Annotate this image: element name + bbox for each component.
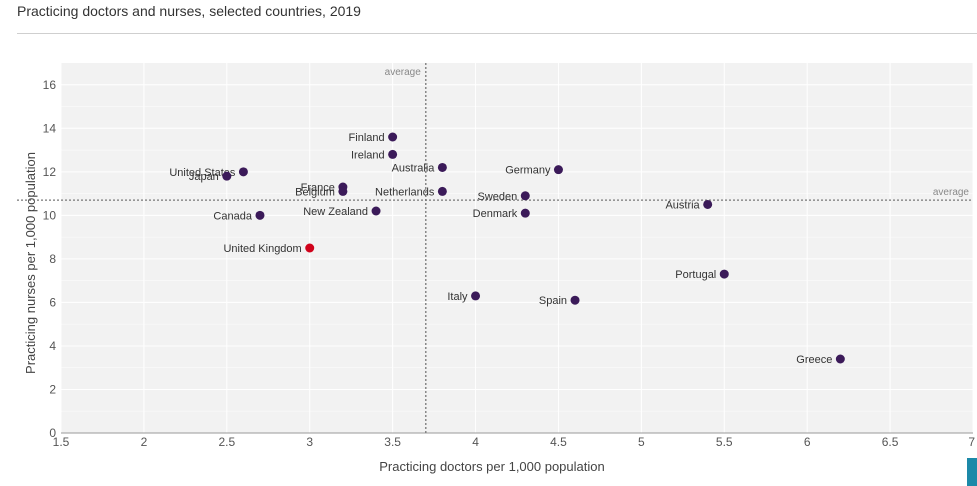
y-tick-label: 0: [49, 426, 56, 440]
point-label: Portugal: [675, 269, 716, 281]
x-tick-label: 6: [804, 435, 811, 449]
y-tick-label: 8: [49, 252, 56, 266]
point-label: Ireland: [351, 149, 385, 161]
point-label: Spain: [539, 295, 567, 307]
point-label: Belgium: [295, 186, 335, 198]
point-label: Netherlands: [375, 186, 435, 198]
point-label: Australia: [392, 162, 436, 174]
point-label: New Zealand: [303, 206, 368, 218]
point-label: Austria: [665, 199, 700, 211]
y-tick-label: 6: [49, 295, 56, 309]
data-point: [388, 132, 398, 142]
data-point: [222, 171, 232, 181]
x-tick-label: 3.5: [384, 435, 401, 449]
point-label: France: [301, 182, 335, 194]
data-point: [835, 354, 845, 364]
point-label: Germany: [505, 165, 551, 177]
data-point: [553, 165, 563, 175]
data-point: [570, 295, 580, 305]
chart-title: Practicing doctors and nurses, selected …: [17, 3, 361, 19]
x-tick-label: 6.5: [882, 435, 899, 449]
point-label: Japan: [189, 171, 219, 183]
title-divider: [17, 33, 977, 34]
x-tick-label: 4: [472, 435, 479, 449]
x-tick-label: 2.5: [218, 435, 235, 449]
data-point: [437, 186, 447, 196]
data-point: [437, 162, 447, 172]
x-axis-label: Practicing doctors per 1,000 population: [379, 459, 604, 474]
plot-area: [61, 63, 973, 433]
y-tick-label: 14: [43, 121, 57, 135]
y-axis-label: Practicing nurses per 1,000 population: [23, 152, 38, 374]
y-tick-label: 10: [43, 208, 57, 222]
point-label: United States: [169, 167, 236, 179]
point-label: Canada: [213, 210, 252, 222]
data-point: [338, 186, 348, 196]
x-tick-label: 7: [968, 435, 975, 449]
average-label-y: average: [933, 187, 970, 198]
data-point: [371, 206, 381, 216]
data-point: [305, 243, 315, 253]
x-tick-label: 4.5: [550, 435, 567, 449]
x-tick-label: 5: [638, 435, 645, 449]
y-tick-label: 4: [49, 339, 56, 353]
point-label: Denmark: [473, 208, 518, 220]
point-label: Finland: [349, 132, 385, 144]
x-tick-label: 3: [306, 435, 313, 449]
corner-tab[interactable]: [967, 458, 977, 486]
x-tick-label: 1.5: [53, 435, 70, 449]
x-tick-label: 2: [141, 435, 148, 449]
data-point: [388, 149, 398, 159]
data-point: [719, 269, 729, 279]
data-point: [520, 208, 530, 218]
data-point: [471, 291, 481, 301]
y-tick-label: 12: [43, 165, 57, 179]
point-label: Italy: [447, 291, 468, 303]
data-point: [520, 191, 530, 201]
point-label: Greece: [796, 354, 832, 366]
data-point: [703, 199, 713, 209]
data-point: [238, 167, 248, 177]
point-label: Sweden: [478, 191, 518, 203]
average-label-x: average: [385, 67, 422, 78]
x-tick-label: 5.5: [716, 435, 733, 449]
y-tick-label: 16: [43, 78, 57, 92]
point-label: United Kingdom: [223, 243, 301, 255]
data-point: [255, 210, 265, 220]
y-tick-label: 2: [49, 382, 56, 396]
